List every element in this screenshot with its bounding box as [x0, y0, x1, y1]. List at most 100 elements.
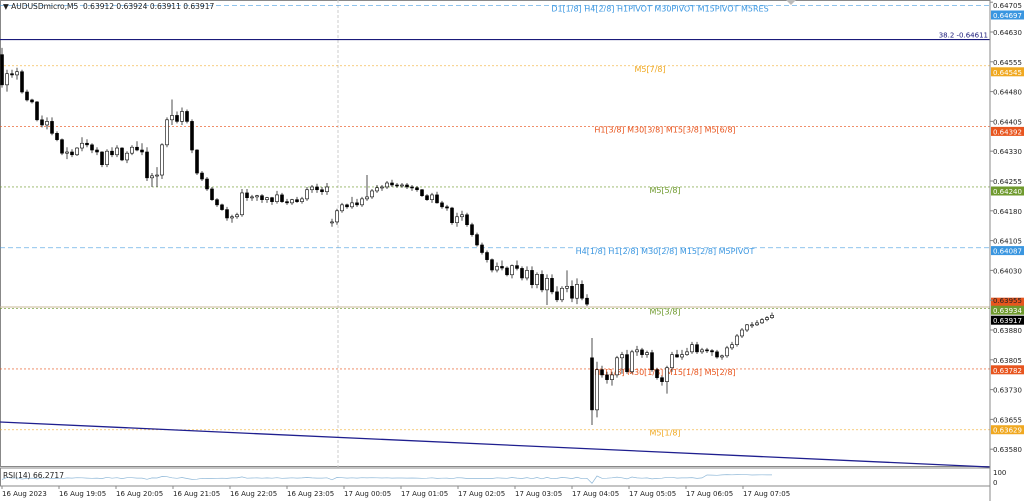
- candle: [455, 216, 459, 224]
- candle: [385, 182, 389, 188]
- candle: [260, 195, 264, 200]
- price-tick-label: 0.64180: [993, 208, 1022, 216]
- candle: [540, 274, 544, 291]
- candle: [270, 197, 274, 202]
- candle: [665, 367, 669, 382]
- candle: [280, 194, 284, 202]
- chart-title: ▼ AUDUSDmicro,M5 0.63912 0.63924 0.63911…: [3, 2, 214, 11]
- candle: [240, 192, 244, 216]
- candle: [345, 204, 349, 208]
- candle: [595, 369, 599, 411]
- candle: [755, 322, 759, 326]
- candle: [420, 189, 424, 196]
- candle: [520, 268, 524, 279]
- candle: [100, 151, 104, 166]
- candle: [770, 314, 774, 318]
- candle: [300, 198, 304, 202]
- time-tick-label: 17 Aug 06:05: [686, 490, 733, 498]
- price-tick-label: 0.63655: [993, 416, 1022, 424]
- candle: [715, 351, 719, 358]
- candle: [20, 71, 24, 93]
- candle: [75, 147, 79, 156]
- level-price-tag: [991, 126, 1024, 136]
- candle: [685, 351, 689, 355]
- candle: [585, 297, 589, 305]
- price-tick-label: 0.64105: [993, 238, 1022, 246]
- candle: [295, 199, 299, 202]
- candle: [635, 349, 639, 353]
- candle: [160, 144, 164, 176]
- candle: [535, 274, 539, 286]
- candle: [575, 284, 579, 299]
- candle: [30, 99, 34, 103]
- candle: [720, 355, 724, 358]
- candle: [10, 73, 14, 76]
- price-tick-label: 0.64330: [993, 148, 1022, 156]
- level-label: D1[1/8] H4[2/8] H1PIVOT M30PIVOT M15PIVO…: [551, 4, 768, 13]
- price-tick-label: 0.64705: [993, 2, 1022, 10]
- candle: [660, 377, 664, 382]
- candle: [480, 244, 484, 253]
- level-label: M5[7/8]: [634, 65, 665, 74]
- level-label: H1[1/8] M30[1/8] M15[1/8] M5[2/8]: [594, 368, 735, 377]
- candle: [120, 147, 124, 161]
- candle: [355, 202, 359, 206]
- candle: [340, 204, 344, 212]
- candle: [195, 149, 199, 174]
- candle: [630, 351, 634, 373]
- candle: [370, 190, 374, 198]
- candle: [555, 291, 559, 301]
- level-price-tag-text: 0.64240: [993, 188, 1022, 196]
- candle: [235, 214, 239, 218]
- trend-line: [0, 421, 991, 468]
- candle: [230, 216, 234, 219]
- candle: [220, 204, 224, 210]
- candle: [430, 194, 434, 200]
- candle: [325, 186, 329, 193]
- candle: [650, 352, 654, 371]
- candle: [320, 189, 324, 193]
- level-price-tag-text: 0.64697: [993, 12, 1022, 20]
- candle: [110, 150, 114, 156]
- candle: [625, 354, 629, 373]
- candle: [510, 265, 514, 276]
- price-tick-label: 0.63805: [993, 357, 1022, 365]
- candle: [645, 352, 649, 355]
- candle: [655, 369, 659, 378]
- candle: [150, 175, 154, 179]
- triangle-down-icon[interactable]: ▼: [3, 2, 9, 11]
- candle: [680, 354, 684, 358]
- rsi-panel: [0, 467, 991, 487]
- candle: [360, 198, 364, 206]
- candle: [305, 189, 309, 200]
- rsi-label: RSI(14) 66.2717: [3, 471, 64, 480]
- candle: [470, 224, 474, 235]
- level-label: H1[3/8] M30[3/8] M15[3/8] M5[6/8]: [594, 126, 735, 135]
- candle: [255, 195, 259, 198]
- candle: [425, 195, 429, 200]
- time-tick-label: 16 Aug 21:05: [173, 490, 220, 498]
- candle: [435, 194, 439, 204]
- candle: [465, 214, 469, 226]
- candle: [410, 186, 414, 189]
- time-tick-label: 17 Aug 05:05: [629, 490, 676, 498]
- candle: [765, 317, 769, 320]
- candle: [710, 350, 714, 353]
- symbol-label: AUDUSDmicro,M5: [11, 2, 79, 11]
- candle: [0, 54, 4, 86]
- candle: [90, 144, 94, 151]
- level-price-tag-text: 0.63782: [993, 367, 1022, 375]
- level-label: M5[1/8]: [649, 429, 680, 438]
- candle: [530, 270, 534, 286]
- price-tick-label: 0.63730: [993, 387, 1022, 395]
- candle: [155, 174, 159, 177]
- level-label: M5[3/8]: [649, 308, 680, 317]
- candle: [115, 147, 119, 156]
- candle: [605, 374, 609, 380]
- candle: [670, 354, 674, 369]
- candle: [210, 188, 214, 200]
- candle: [275, 194, 279, 202]
- candle: [310, 186, 314, 191]
- time-tick-label: 17 Aug 03:05: [515, 490, 562, 498]
